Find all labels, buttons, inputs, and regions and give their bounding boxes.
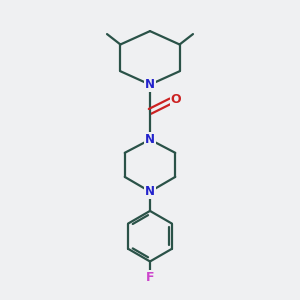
Text: N: N (145, 78, 155, 91)
Text: N: N (145, 133, 155, 146)
Text: F: F (146, 271, 154, 284)
Text: N: N (145, 185, 155, 198)
Text: O: O (171, 93, 182, 106)
